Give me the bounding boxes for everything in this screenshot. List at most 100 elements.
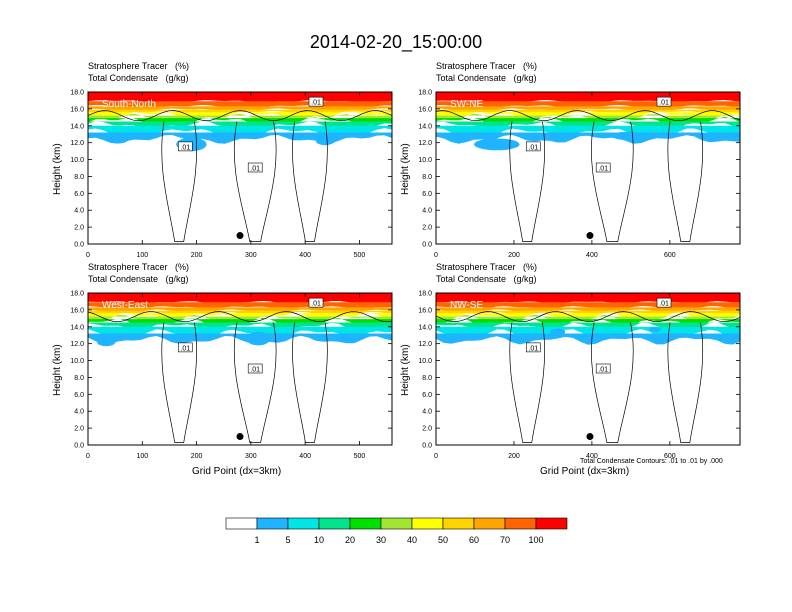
condensate-contour — [435, 110, 741, 122]
y-tick-label: 6.0 — [422, 392, 432, 399]
contour-label-box — [656, 96, 672, 107]
y-tick-label: 16.0 — [418, 106, 432, 113]
y-tick-label: 16.0 — [70, 106, 84, 113]
y-tick-label: 0.0 — [422, 242, 432, 249]
colorbar-swatch — [442, 517, 475, 530]
contour-label-box — [177, 342, 193, 353]
contour-note: Total Condensate Contours: .01 to .01 by… — [580, 458, 723, 465]
x-axis-label: Grid Point (dx=3km) — [540, 466, 630, 477]
panel-header-tracer: Stratosphere Tracer (%) — [88, 262, 190, 272]
contour-label-box — [656, 297, 672, 308]
x-tick-label: 600 — [664, 252, 676, 259]
x-tick-label: 200 — [191, 252, 203, 259]
colorbar-swatch — [256, 517, 289, 530]
panel-name: South-North — [102, 99, 156, 110]
colorbar-label: 1 — [254, 535, 259, 545]
contour-label: .01 — [311, 301, 321, 308]
contour-label: .01 — [180, 345, 190, 352]
contour-label: .01 — [250, 367, 260, 374]
y-axis-label: Height (km) — [400, 344, 411, 396]
y-tick-label: 10.0 — [70, 157, 84, 164]
tracer-intrusion — [97, 337, 116, 347]
condensate-contour — [87, 110, 393, 122]
panel-header-tracer: Stratosphere Tracer (%) — [436, 262, 538, 272]
contour-label-box — [308, 96, 324, 107]
contour-label-box — [177, 141, 193, 152]
y-tick-label: 12.0 — [418, 140, 432, 147]
x-tick-label: 500 — [354, 453, 366, 460]
contour-label-box — [595, 363, 611, 374]
y-axis-label: Height (km) — [52, 344, 63, 396]
plot-frame — [435, 292, 741, 446]
y-tick-label: 2.0 — [422, 426, 432, 433]
colorbar-label: 50 — [438, 535, 448, 545]
contour-label-box — [308, 297, 324, 308]
contour-label: .01 — [659, 100, 669, 107]
figure-title: 2014-02-20_15:00:00 — [309, 32, 483, 52]
x-tick-label: 300 — [245, 252, 257, 259]
panel-header-condensate: Total Condensate (g/kg) — [436, 73, 537, 83]
y-tick-label: 0.0 — [422, 443, 432, 450]
tracer-band — [88, 310, 392, 315]
x-tick-label: 0 — [86, 252, 90, 259]
colorbar-label: 60 — [469, 535, 479, 545]
tracer-band — [88, 307, 392, 312]
x-tick-label: 100 — [136, 453, 148, 460]
colorbar-swatch — [473, 517, 506, 530]
condensate-contour — [292, 322, 328, 443]
tracer-intrusion — [246, 331, 271, 346]
plot-frame — [87, 292, 393, 446]
y-tick-label: 8.0 — [74, 174, 84, 181]
x-tick-label: 500 — [354, 252, 366, 259]
y-tick-label: 2.0 — [74, 426, 84, 433]
contour-label-box — [247, 363, 263, 374]
tracer-intrusion — [612, 131, 643, 141]
plot-frame — [87, 91, 393, 245]
tracer-band — [436, 113, 740, 123]
colorbar-swatch — [349, 517, 382, 530]
y-tick-label: 0.0 — [74, 443, 84, 450]
x-tick-label: 200 — [191, 453, 203, 460]
tracer-band — [88, 113, 392, 123]
y-tick-label: 0.0 — [74, 242, 84, 249]
contour-label: .01 — [598, 166, 608, 173]
y-tick-label: 8.0 — [422, 174, 432, 181]
tracer-band — [88, 132, 392, 144]
tracer-intrusion — [107, 133, 130, 144]
y-tick-label: 10.0 — [70, 358, 84, 365]
condensate-contour — [591, 322, 634, 443]
tracer-band — [88, 125, 392, 137]
colorbar-swatch — [535, 517, 568, 530]
y-tick-label: 18.0 — [70, 291, 84, 298]
colorbar-label: 40 — [407, 535, 417, 545]
x-tick-label: 200 — [508, 453, 520, 460]
tracer-band — [88, 322, 392, 332]
tracer-intrusion — [648, 326, 661, 332]
x-tick-label: 300 — [245, 453, 257, 460]
tracer-band — [88, 326, 392, 339]
y-tick-label: 10.0 — [418, 157, 432, 164]
y-tick-label: 4.0 — [422, 208, 432, 215]
panel-header-tracer: Stratosphere Tracer (%) — [436, 61, 538, 71]
contour-label: .01 — [528, 345, 538, 352]
colorbar-label: 100 — [528, 535, 543, 545]
x-tick-label: 200 — [508, 252, 520, 259]
colorbar-label: 20 — [345, 535, 355, 545]
y-tick-label: 18.0 — [418, 291, 432, 298]
location-marker — [586, 433, 594, 441]
tracer-band — [436, 333, 740, 345]
y-tick-label: 14.0 — [70, 324, 84, 331]
x-tick-label: 0 — [434, 252, 438, 259]
location-marker — [586, 232, 594, 240]
condensate-contour — [435, 311, 741, 323]
y-tick-label: 14.0 — [418, 123, 432, 130]
y-tick-label: 6.0 — [74, 392, 84, 399]
tracer-band — [88, 117, 392, 126]
condensate-contour — [87, 311, 393, 323]
contour-label: .01 — [250, 166, 260, 173]
contour-label: .01 — [528, 144, 538, 151]
y-tick-label: 4.0 — [74, 208, 84, 215]
x-tick-label: 400 — [586, 252, 598, 259]
condensate-contour — [161, 121, 197, 242]
colorbar-label: 5 — [285, 535, 290, 545]
